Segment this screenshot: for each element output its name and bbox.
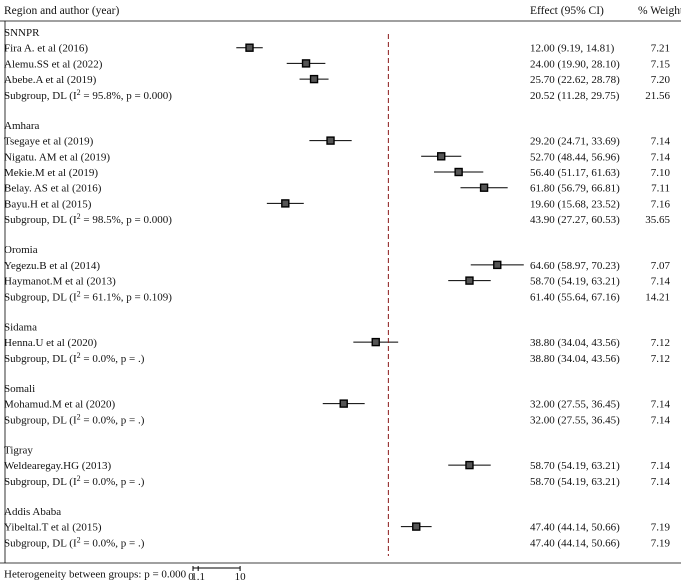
subgroup-effect: 43.90 (27.27, 60.53) [530,214,620,226]
heterogeneity-label: Heterogeneity between groups: p = 0.000 [4,568,187,580]
study-label: Bayu.H et al (2015) [4,198,92,210]
study-label: Alemu.SS et al (2022) [4,58,103,70]
study-weight: 7.20 [651,74,671,86]
study-effect: 52.70 (48.44, 56.96) [530,151,620,163]
point-estimate-box [465,460,474,470]
group-heading: Tigray [4,444,33,456]
subgroup-label: Subgroup, DL (I2 = 0.0%, p = .) [4,535,145,550]
point-estimate-box [371,337,380,347]
study-weight: 7.21 [651,43,670,55]
point-estimate-box [412,522,421,531]
study-effect: 58.70 (54.19, 63.21) [530,460,620,472]
subgroup-label: Subgroup, DL (I2 = 95.8%, p = 0.000) [4,87,172,102]
study-effect: 58.70 (54.19, 63.21) [530,276,620,288]
point-estimate-box [301,59,311,68]
subgroup-weight: 21.56 [645,90,670,102]
subgroup-label: Subgroup, DL (I2 = 0.0%, p = .) [4,473,145,488]
study-effect: 19.60 (15.68, 23.52) [530,198,620,210]
study-weight: 7.16 [651,198,671,210]
study-effect: 61.80 (56.79, 66.81) [530,183,620,195]
group-heading: Sidama [4,321,37,333]
study-label: Mohamud.M et al (2020) [4,399,116,411]
study-label: Abebe.A et al (2019) [4,74,97,86]
study-weight: 7.14 [651,460,671,472]
study-label: Fira A. et al (2016) [4,43,88,55]
subgroup-label: Subgroup, DL (I2 = 61.1%, p = 0.109) [4,289,172,304]
subgroup-effect: 58.70 (54.19, 63.21) [530,476,620,488]
group-heading: SNNPR [4,27,40,39]
subgroup-weight: 7.12 [651,353,670,365]
study-label: Yegezu.B et al (2014) [4,260,100,272]
subgroup-weight: 14.21 [645,291,670,303]
point-estimate-box [326,136,335,145]
study-label: Tsegaye et al (2019) [4,136,94,148]
point-estimate-box [454,167,463,177]
study-effect: 25.70 (22.62, 28.78) [530,74,620,86]
study-label: Belay. AS et al (2016) [4,183,102,195]
study-weight: 7.10 [651,167,671,179]
study-effect: 47.40 (44.14, 50.66) [530,522,620,534]
point-estimate-box [339,399,348,408]
header-effect: Effect (95% CI) [530,5,604,17]
subgroup-effect: 38.80 (34.04, 43.56) [530,353,620,365]
study-weight: 7.07 [651,260,671,272]
point-estimate-box [465,276,474,285]
study-label: Henna.U et al (2020) [4,337,97,349]
study-weight: 7.12 [651,337,670,349]
study-effect: 38.80 (34.04, 43.56) [530,337,620,349]
study-label: Haymanot.M et al (2013) [4,276,116,288]
subgroup-label: Subgroup, DL (I2 = 0.0%, p = .) [4,350,145,365]
header-weight: % Weight [638,5,681,17]
study-label: Nigatu. AM et al (2019) [4,151,110,163]
study-label: Weldearegay.HG (2013) [4,460,111,472]
study-effect: 12.00 (9.19, 14.81) [530,43,615,55]
study-label: Mekie.M et al (2019) [4,167,98,179]
point-estimate-box [245,43,254,52]
point-estimate-box [479,183,489,192]
group-heading: Addis Ababa [4,506,61,518]
group-heading: Somali [4,383,35,395]
study-effect: 56.40 (51.17, 61.63) [530,167,620,179]
study-effect: 32.00 (27.55, 36.45) [530,399,620,411]
study-effect: 24.00 (19.90, 28.10) [530,58,620,70]
subgroup-weight: 7.19 [651,537,671,549]
group-heading: Amhara [4,120,40,132]
point-estimate-box [493,260,502,270]
study-weight: 7.14 [651,276,671,288]
subgroup-label: Subgroup, DL (I2 = 0.0%, p = .) [4,412,145,427]
subgroup-weight: 7.14 [651,414,671,426]
study-label: Yibeltal.T et al (2015) [4,522,102,534]
x-tick-label: 1.1 [191,571,205,582]
study-weight: 7.14 [651,151,671,163]
study-effect: 64.60 (58.97, 70.23) [530,260,620,272]
study-weight: 7.19 [651,522,671,534]
point-estimate-box [281,199,290,208]
subgroup-weight: 7.14 [651,476,671,488]
study-weight: 7.14 [651,136,671,148]
subgroup-label: Subgroup, DL (I2 = 98.5%, p = 0.000) [4,212,172,227]
subgroup-effect: 32.00 (27.55, 36.45) [530,414,620,426]
study-weight: 7.15 [651,58,671,70]
x-tick-label: 0 [188,571,194,582]
x-tick-label: 10 [235,571,247,582]
point-estimate-box [309,74,319,84]
subgroup-effect: 20.52 (11.28, 29.75) [530,90,620,102]
group-heading: Oromia [4,244,38,256]
subgroup-weight: 35.65 [645,214,670,226]
subgroup-effect: 47.40 (44.14, 50.66) [530,537,620,549]
study-weight: 7.14 [651,399,671,411]
subgroup-effect: 61.40 (55.64, 67.16) [530,291,620,303]
study-weight: 7.11 [651,183,670,195]
header-label: Region and author (year) [4,5,119,17]
point-estimate-box [437,152,446,161]
study-effect: 29.20 (24.71, 33.69) [530,136,620,148]
